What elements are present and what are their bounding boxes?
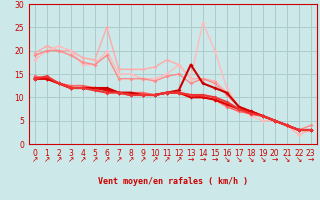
Text: ↗: ↗ [116,155,122,164]
Text: ↗: ↗ [32,155,38,164]
Text: ↗: ↗ [140,155,146,164]
Text: ↘: ↘ [236,155,242,164]
X-axis label: Vent moyen/en rafales ( km/h ): Vent moyen/en rafales ( km/h ) [98,177,248,186]
Text: ↘: ↘ [248,155,254,164]
Text: ↗: ↗ [56,155,62,164]
Text: →: → [200,155,206,164]
Text: ↗: ↗ [68,155,74,164]
Text: →: → [188,155,194,164]
Text: ↗: ↗ [92,155,98,164]
Text: ↗: ↗ [104,155,110,164]
Text: ↗: ↗ [80,155,86,164]
Text: ↗: ↗ [128,155,134,164]
Text: ↘: ↘ [260,155,266,164]
Text: →: → [308,155,314,164]
Text: ↘: ↘ [296,155,302,164]
Text: →: → [212,155,218,164]
Text: ↗: ↗ [44,155,50,164]
Text: →: → [272,155,278,164]
Text: ↘: ↘ [284,155,290,164]
Text: ↗: ↗ [164,155,170,164]
Text: ↘: ↘ [224,155,230,164]
Text: ↗: ↗ [176,155,182,164]
Text: ↗: ↗ [152,155,158,164]
